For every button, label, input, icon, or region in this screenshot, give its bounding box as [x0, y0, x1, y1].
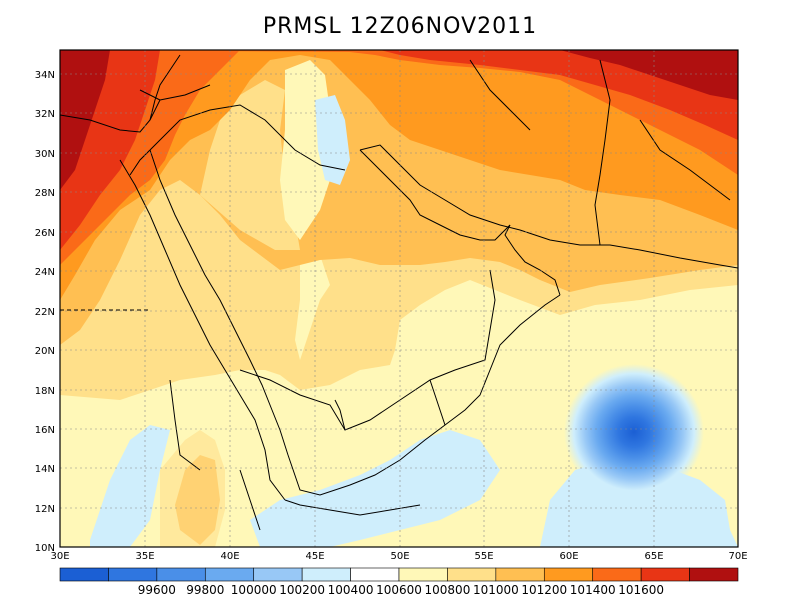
lat-tick: 16N: [35, 425, 55, 436]
colorbar-swatch: [350, 567, 400, 582]
lon-tick: 35E: [135, 551, 154, 562]
lat-tick: 34N: [35, 70, 55, 81]
colorbar: 99600 99800 100000 100200 100400 100600 100800…: [59, 567, 739, 597]
colorbar-label: 101000: [473, 583, 519, 597]
lon-tick: 65E: [644, 551, 663, 562]
lon-axis: 30E 35E 40E 45E 50E 55E 60E 65E 70E: [50, 551, 747, 562]
lon-tick: 30E: [50, 551, 69, 562]
lat-tick: 26N: [35, 228, 55, 239]
colorbar-swatch: [108, 567, 158, 582]
colorbar-swatch: [253, 567, 303, 582]
map-title: PRMSL 12Z06NOV2011: [262, 14, 538, 39]
colorbar-swatch: [204, 567, 255, 582]
lat-tick: 18N: [35, 386, 55, 397]
colorbar-swatch: [495, 567, 545, 582]
lat-tick: 30N: [35, 149, 55, 160]
colorbar-swatch: [640, 567, 690, 582]
lon-tick: 60E: [559, 551, 578, 562]
colorbar-label: 100000: [231, 583, 277, 597]
lat-tick: 22N: [35, 307, 55, 318]
colorbar-swatch: [592, 567, 642, 582]
colorbar-label: 101600: [618, 583, 664, 597]
colorbar-label: 100800: [425, 583, 471, 597]
graticule: [60, 50, 738, 547]
colorbar-swatch: [543, 567, 594, 582]
colorbar-label: 99800: [186, 583, 224, 597]
lon-tick: 40E: [220, 551, 239, 562]
colorbar-swatch: [301, 567, 351, 582]
lat-tick: 10N: [35, 543, 55, 554]
lat-tick: 20N: [35, 346, 55, 357]
lat-tick: 24N: [35, 267, 55, 278]
lon-tick: 70E: [728, 551, 747, 562]
colorbar-swatch: [156, 567, 206, 582]
lon-tick: 55E: [474, 551, 493, 562]
lon-tick: 45E: [305, 551, 324, 562]
low-pressure-center: [564, 364, 704, 500]
colorbar-label: 101200: [521, 583, 567, 597]
lon-tick: 50E: [390, 551, 409, 562]
contour-101600: [60, 50, 738, 175]
colorbar-label: 100600: [376, 583, 422, 597]
lat-tick: 14N: [35, 464, 55, 475]
coastlines: [60, 54, 738, 531]
colorbar-swatch: [689, 567, 739, 582]
colorbar-label: 100400: [328, 583, 374, 597]
colorbar-label: 99600: [138, 583, 176, 597]
contour-101400: [60, 50, 738, 300]
colorbar-swatch: [447, 567, 497, 582]
colorbar-swatch: [59, 567, 109, 582]
lat-tick: 28N: [35, 188, 55, 199]
map-frame: [59, 49, 739, 548]
lat-tick: 12N: [35, 504, 55, 515]
colorbar-label: 100200: [279, 583, 325, 597]
pressure-field: [60, 50, 738, 547]
lat-tick: 32N: [35, 109, 55, 120]
colorbar-swatch: [398, 567, 448, 582]
colorbar-label: 101400: [570, 583, 616, 597]
lat-axis: 10N 12N 14N 16N 18N 20N 22N 24N 26N 28N …: [35, 70, 55, 554]
